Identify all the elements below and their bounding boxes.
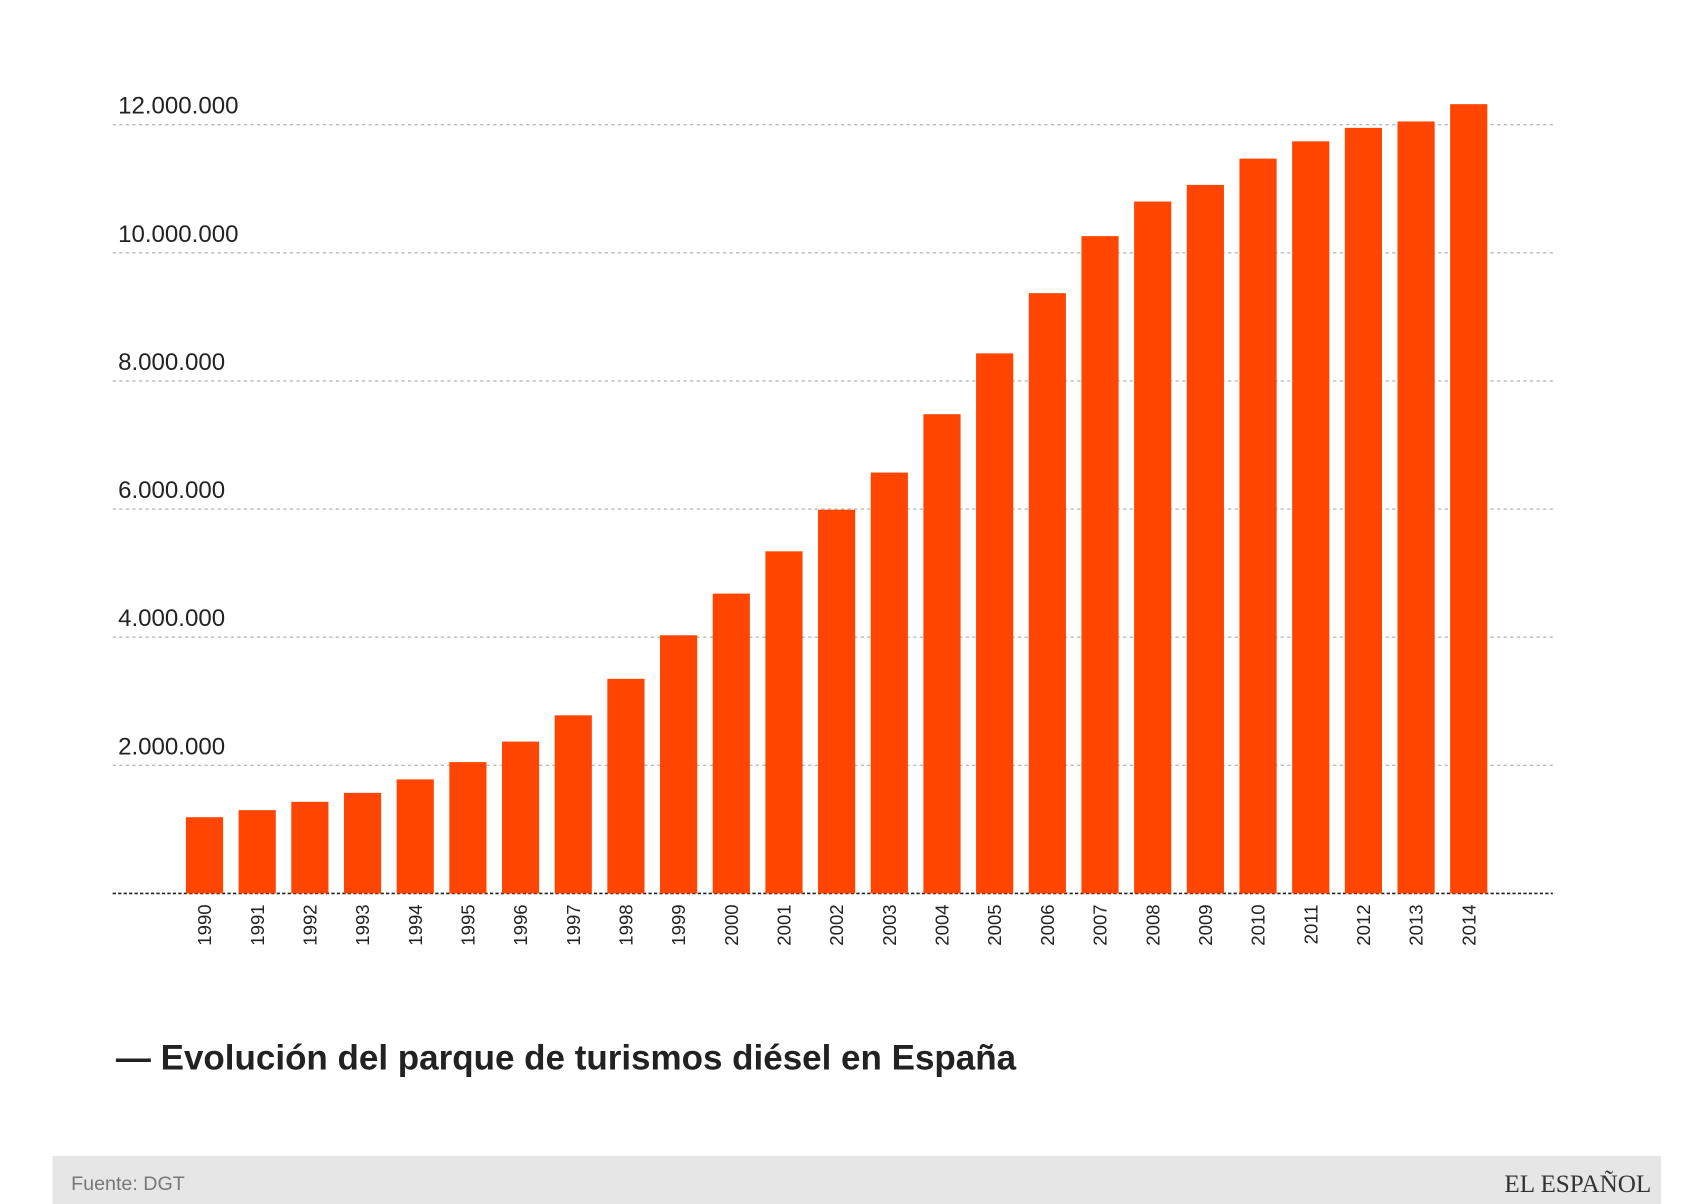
x-tick-label: 1999: [668, 904, 689, 945]
y-tick-label: 6.000.000: [118, 477, 225, 504]
bar: [449, 762, 487, 894]
source: Fuente: DGT: [71, 1173, 185, 1195]
bar: [1186, 184, 1224, 894]
bar: [1081, 236, 1119, 894]
x-tick-label: 2008: [1142, 904, 1163, 945]
bar: [660, 635, 698, 894]
x-tick-label: 2012: [1353, 904, 1374, 945]
x-tick-label: 2013: [1406, 904, 1427, 945]
bar: [396, 779, 434, 894]
y-tick-label: 10.000.000: [118, 221, 238, 248]
x-tick-label: 1998: [615, 904, 636, 945]
x-tick-label: 1991: [247, 904, 268, 945]
bar: [607, 678, 645, 894]
x-tick-label: 2002: [826, 904, 847, 945]
bar: [976, 353, 1014, 894]
x-tick-label: 2003: [879, 904, 900, 945]
bar: [343, 792, 382, 894]
x-tick-label: 2007: [1090, 904, 1111, 945]
footer: [52, 1155, 1662, 1204]
bar: [1450, 104, 1488, 894]
bar: [185, 817, 224, 894]
y-tick-label: 2.000.000: [118, 733, 225, 760]
x-tick-label: 1995: [457, 904, 478, 945]
x-tick-label: 1994: [405, 904, 426, 945]
bar: [1292, 141, 1330, 894]
bar: [238, 810, 276, 894]
x-tick-label: 1993: [352, 904, 373, 945]
x-tick-label: 2004: [932, 904, 953, 945]
bar: [818, 509, 856, 894]
bar: [923, 414, 961, 894]
chart-title: — Evolución del parque de turismos diése…: [116, 1038, 1017, 1077]
brand: EL ESPAÑOL: [1504, 1170, 1651, 1198]
x-tick-label: 2001: [774, 904, 795, 945]
x-tick-label: 2014: [1458, 904, 1479, 945]
x-tick-label: 2009: [1195, 904, 1216, 945]
bar: [712, 593, 750, 894]
bar: [1239, 158, 1277, 894]
x-tick-label: 1990: [194, 904, 215, 945]
x-tick-label: 2006: [1037, 904, 1058, 945]
bar: [501, 741, 540, 894]
bar: [1344, 127, 1382, 894]
x-tick-label: 2011: [1300, 904, 1321, 944]
y-tick-label: 8.000.000: [118, 349, 225, 376]
bar: [870, 472, 908, 894]
bar: [765, 551, 803, 894]
bar: [291, 801, 329, 894]
y-tick-label: 12.000.000: [118, 93, 238, 120]
bar: [1397, 121, 1435, 894]
y-tick-label: 4.000.000: [118, 605, 225, 632]
x-tick-label: 1996: [510, 904, 531, 945]
x-tick-label: 1997: [563, 904, 584, 945]
bar: [1028, 293, 1066, 894]
bar: [1134, 201, 1172, 894]
x-tick-label: 2005: [984, 904, 1005, 945]
x-tick-label: 2000: [721, 904, 742, 945]
x-tick-label: 1992: [299, 904, 320, 945]
bar: [554, 715, 592, 894]
x-tick-label: 2010: [1248, 904, 1269, 945]
